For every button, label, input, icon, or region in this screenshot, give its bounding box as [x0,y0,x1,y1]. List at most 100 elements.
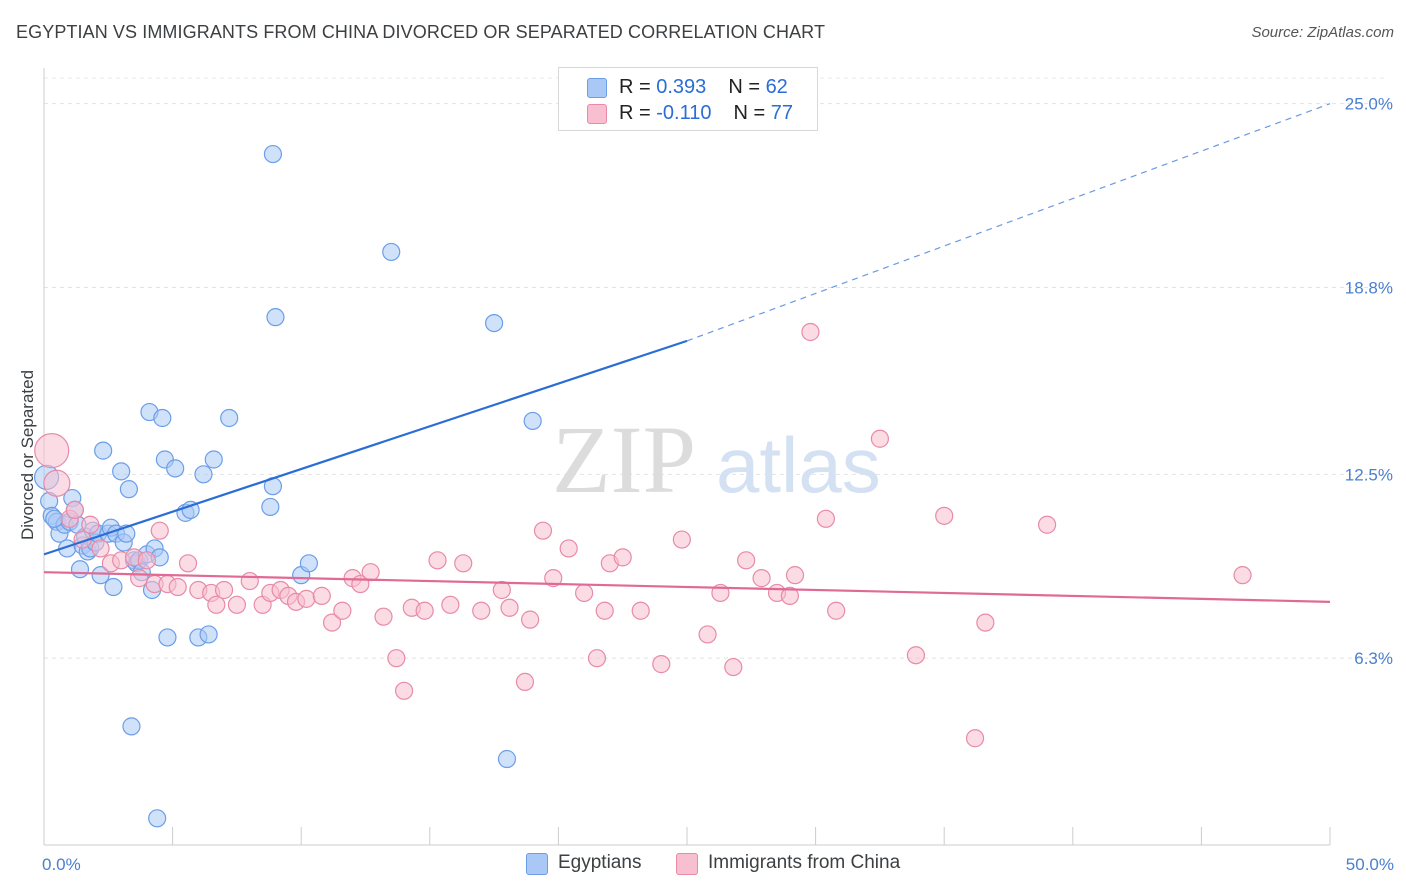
china-point [137,551,156,570]
china-point [214,580,234,600]
egyptians-point [199,625,218,644]
china-point [935,506,954,525]
china-point [81,515,100,534]
china-point [906,646,926,665]
china-point [472,601,491,620]
egyptians-point [204,450,223,469]
china-point [672,530,691,549]
egyptians-point [70,560,90,579]
legend-swatch-egyptians [587,78,607,98]
china-point [361,563,380,582]
y-tick-label: 25.0% [1345,95,1393,114]
legend-n-value: 77 [770,102,793,124]
china-point [816,509,835,528]
correlation-legend: R = 0.393 N = 62 R = -0.110 N = 77 [558,67,818,131]
egyptians-point [166,459,185,478]
egyptians-point [91,566,110,585]
x-tick-label: 50.0% [1346,855,1394,874]
series-label-china: Immigrants from China [708,852,901,873]
china-point [870,429,890,448]
china-point [801,322,820,342]
china-point [240,571,259,591]
chart-title: EGYPTIAN VS IMMIGRANTS FROM CHINA DIVORC… [16,22,826,42]
egyptians-point [181,500,200,520]
egyptians-trend-line [43,339,688,556]
china-point [827,601,846,620]
watermark-atlas: atlas [716,421,881,509]
y-tick-label: 6.3% [1354,649,1393,668]
egyptians-point [148,809,167,828]
china-point [65,500,84,520]
china-point [595,601,614,620]
china-point [441,595,460,614]
egyptians-point [194,465,213,484]
grid-lines [44,77,1386,659]
china-point [43,469,71,497]
egyptians-trend-line-extension [686,103,1331,342]
egyptians-point [153,408,172,428]
china-point [150,521,169,540]
china-point [1233,566,1252,585]
y-tick-label: 12.5% [1345,465,1393,484]
china-point [322,613,342,632]
china-point [168,577,187,597]
china-point [34,433,70,469]
egyptians-point [158,628,177,647]
legend-r-label: R = [619,76,657,98]
tick-labels: 6.3% 12.5% 18.8% 25.0% 0.0% 50.0% [42,95,1394,874]
legend-r-value: 0.393 [656,76,707,98]
china-point [227,595,246,614]
china-point [575,583,594,603]
china-point [785,566,805,585]
legend-n-value: 62 [765,76,788,98]
china-point [631,601,650,620]
china-point [521,610,540,629]
x-tick-label: 0.0% [42,855,81,874]
china-point [965,729,985,748]
china-point [312,586,331,606]
y-tick-label: 18.8% [1345,279,1393,298]
egyptians-point [112,462,131,481]
china-point [1037,515,1057,534]
china-point [698,625,717,644]
china-point [387,649,406,668]
egyptians-point [220,408,239,428]
china-point [333,601,352,620]
egyptians-point [94,441,113,460]
china-point [515,672,535,692]
china-point [454,554,473,573]
legend-n-label: N = [728,76,766,98]
egyptians-point [497,749,517,769]
egyptians-point [266,308,285,327]
egyptians-point [382,242,401,262]
legend-n-label: N = [733,102,771,124]
chart-source: Source: ZipAtlas.com [1251,24,1394,41]
china-point [415,601,434,620]
series-label-egyptians: Egyptians [558,852,642,873]
series-swatch-egyptians [526,853,548,875]
egyptians-point [299,554,319,573]
china-point [613,548,632,567]
egyptians-point [45,509,64,528]
china-point [533,521,553,540]
china-point [587,649,607,668]
egyptians-point [263,144,283,164]
egyptians-point [104,577,123,597]
watermark: ZIP atlas [552,406,881,513]
china-point [559,539,578,558]
china-trend-line [43,571,1331,603]
watermark-zip: ZIP [552,406,696,513]
egyptians-point [122,717,141,736]
china-point [544,569,563,588]
china-point [428,551,447,570]
trend-lines [43,103,1331,603]
china-point [500,598,519,617]
legend-swatch-china [587,104,607,124]
data-points [33,144,1252,828]
china-point [297,589,316,608]
china-point [207,595,226,614]
china-point [178,554,198,573]
legend-text-egyptians: R = 0.393 N = 62 [619,76,788,99]
egyptians-point [261,497,280,517]
